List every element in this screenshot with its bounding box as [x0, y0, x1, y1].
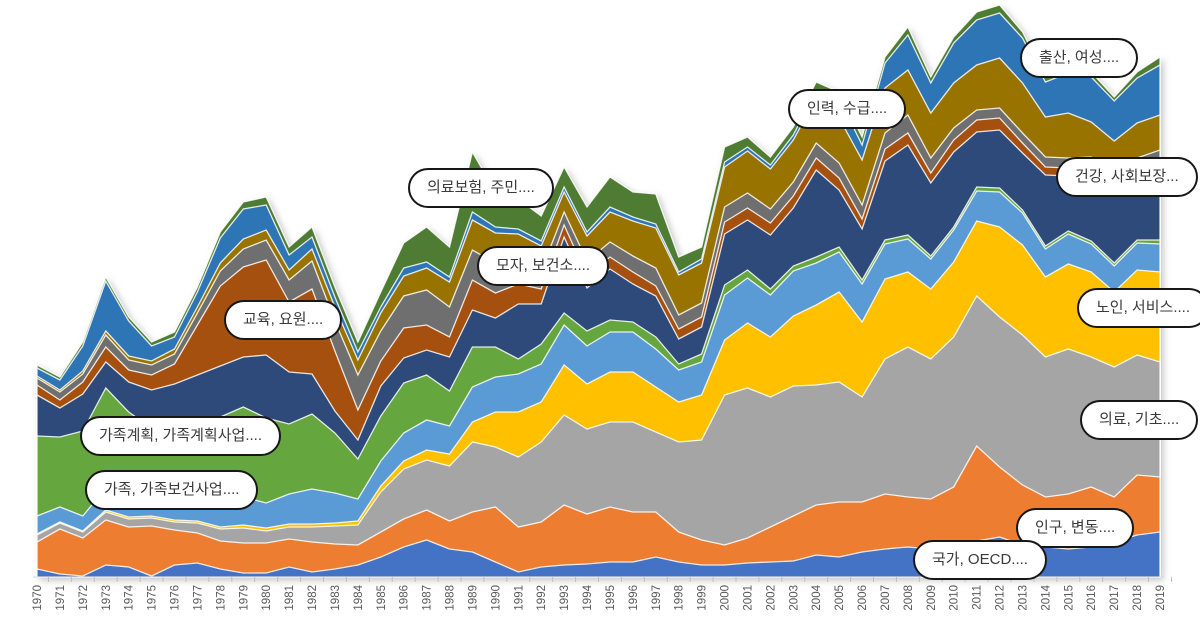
x-axis-tick-label: 1971 — [55, 585, 67, 611]
x-axis-tick-label: 2010 — [949, 585, 961, 611]
x-axis-tick-label: 1991 — [513, 585, 525, 611]
x-axis-tick-label: 1974 — [124, 584, 136, 610]
series-callout-label[interactable]: 의료보험, 주민.... — [408, 168, 554, 208]
x-axis-tick-label: 2009 — [926, 585, 938, 611]
series-callout-label[interactable]: 출산, 여성.... — [1020, 38, 1139, 78]
x-axis-tick-label: 2004 — [811, 584, 823, 610]
x-axis-tick-label: 1996 — [628, 585, 640, 611]
x-axis-tick-label: 2013 — [1017, 585, 1029, 611]
x-axis-tick-label: 1999 — [697, 585, 709, 611]
series-callout-label[interactable]: 가족계획, 가족계획사업.... — [80, 416, 282, 456]
x-axis-tick-label: 1988 — [445, 585, 457, 611]
x-axis-tick-label: 2017 — [1109, 585, 1121, 611]
x-axis-tick-label: 1984 — [353, 584, 365, 610]
x-axis-tick-label: 2005 — [834, 585, 846, 611]
x-axis-tick-label: 2012 — [995, 585, 1007, 611]
x-axis-tick-label: 2011 — [972, 585, 984, 610]
series-callout-label[interactable]: 모자, 보건소.... — [477, 246, 610, 286]
x-axis-tick-label: 1975 — [147, 585, 159, 611]
x-axis-tick-label: 2018 — [1132, 585, 1144, 611]
series-callout-label[interactable]: 의료, 기초.... — [1080, 400, 1199, 440]
x-axis-tick-label: 1980 — [261, 585, 273, 611]
x-axis-tick-label: 1987 — [422, 585, 434, 611]
x-axis-tick-label: 2008 — [903, 585, 915, 611]
x-axis-tick-label: 1995 — [605, 585, 617, 611]
x-axis-tick-label: 1976 — [170, 585, 182, 611]
x-axis-tick-label: 2003 — [788, 585, 800, 611]
x-axis-tick-label: 2015 — [1063, 585, 1075, 611]
x-axis-tick-label: 1982 — [307, 585, 319, 611]
x-axis-tick-label: 1972 — [78, 585, 90, 611]
x-axis-tick-label: 1979 — [238, 585, 250, 611]
x-axis-tick-label: 1986 — [399, 585, 411, 611]
series-callout-label[interactable]: 건강, 사회보장... — [1056, 157, 1198, 197]
series-callout-label[interactable]: 가족, 가족보건사업.... — [85, 470, 259, 510]
series-callout-label[interactable]: 인력, 수급.... — [788, 89, 907, 129]
x-axis-tick-label: 2000 — [720, 585, 732, 611]
x-axis-tick-label: 2016 — [1086, 585, 1098, 611]
x-axis-tick-label: 1973 — [101, 585, 113, 611]
x-axis-tick-label: 1985 — [376, 585, 388, 611]
x-axis-tick-label: 1994 — [582, 584, 594, 610]
x-axis-tick-label: 1989 — [467, 585, 479, 611]
x-axis-tick-label: 1997 — [651, 585, 663, 611]
series-callout-label[interactable]: 인구, 변동.... — [1016, 508, 1135, 548]
series-callout-label[interactable]: 노인, 서비스.... — [1077, 288, 1200, 328]
series-callout-label[interactable]: 국가, OECD.... — [913, 540, 1047, 580]
x-axis-tick-label: 1990 — [490, 585, 502, 611]
x-axis-tick-label: 1992 — [536, 585, 548, 611]
x-axis-tick-label: 1998 — [674, 585, 686, 611]
x-axis-tick-label: 2007 — [880, 585, 892, 611]
x-axis-tick-label: 1970 — [32, 585, 44, 611]
x-axis-tick-label: 2006 — [857, 585, 869, 611]
x-axis-tick-label: 1993 — [559, 585, 571, 611]
x-axis-tick-label: 1977 — [192, 585, 204, 611]
series-callout-label[interactable]: 교육, 요원.... — [224, 300, 343, 340]
x-axis-tick-label: 2002 — [765, 585, 777, 611]
x-axis-tick-label: 1983 — [330, 585, 342, 611]
series-area-2[interactable] — [36, 444, 1161, 578]
x-axis-tick-label: 2001 — [742, 585, 754, 611]
x-axis-tick-label: 2019 — [1155, 585, 1167, 611]
x-axis-tick-label: 2014 — [1040, 584, 1052, 610]
x-axis-tick-label: 1981 — [284, 585, 296, 611]
x-axis-tick-label: 1978 — [215, 585, 227, 611]
